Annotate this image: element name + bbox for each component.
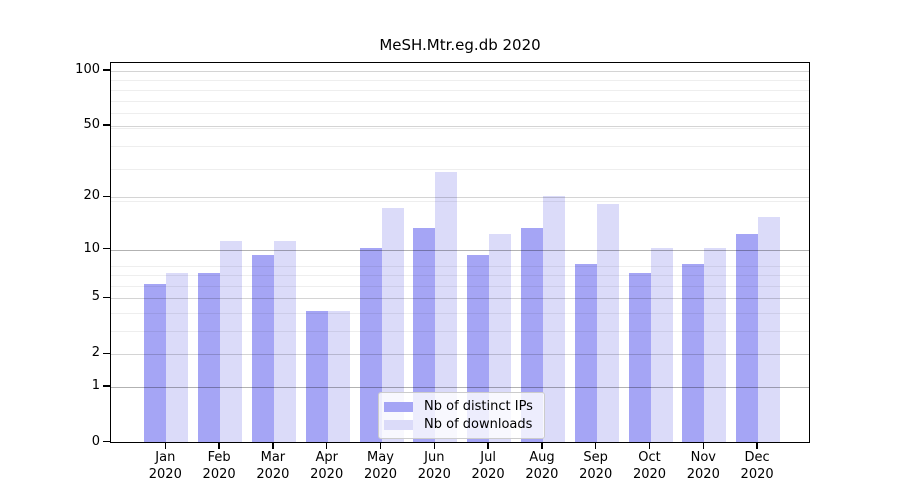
y-tick-2 — [103, 352, 110, 354]
bar-nb-of-downloads-oct-2020 — [650, 247, 673, 442]
bar-nb-of-distinct-ips-sep-2020 — [574, 263, 597, 442]
gridline-69 — [111, 100, 809, 102]
x-tick-apr-2020 — [326, 443, 328, 449]
legend-entry-downloads: Nb of downloads — [384, 417, 533, 432]
bar-nb-of-downloads-jun-2020 — [435, 172, 458, 442]
legend-label-downloads: Nb of downloads — [424, 417, 533, 432]
chart-title: MeSH.Mtr.eg.db 2020 — [379, 36, 541, 54]
x-tick-nov-2020 — [702, 443, 704, 449]
gridline-6 — [111, 285, 809, 287]
bar-nb-of-distinct-ips-nov-2020 — [682, 263, 705, 442]
x-tick-label-oct-2020: Oct 2020 — [632, 450, 667, 482]
x-tick-label-jul-2020: Jul 2020 — [471, 450, 505, 482]
bar-nb-of-distinct-ips-may-2020 — [359, 247, 382, 442]
bar-nb-of-downloads-mar-2020 — [273, 240, 296, 442]
y-tick-5 — [103, 296, 110, 299]
bar-nb-of-distinct-ips-jun-2020 — [413, 228, 436, 442]
bar-nb-of-distinct-ips-dec-2020 — [736, 234, 759, 442]
gridline-8 — [111, 265, 809, 267]
x-tick-label-jun-2020: Jun 2020 — [417, 450, 451, 482]
bar-nb-of-downloads-feb-2020 — [220, 240, 243, 442]
gridline-5 — [111, 298, 809, 300]
gridline-49 — [111, 127, 809, 129]
y-tick-label-0: 0 — [91, 433, 100, 449]
y-tick-50 — [103, 124, 110, 126]
y-tick-20 — [103, 195, 110, 198]
bar-nb-of-downloads-jan-2020 — [166, 273, 189, 442]
gridline-3 — [111, 331, 809, 333]
y-tick-label-50: 50 — [83, 117, 100, 133]
gridline-19 — [111, 201, 809, 203]
x-tick-dec-2020 — [756, 443, 758, 449]
y-tick-label-1: 1 — [91, 377, 100, 393]
x-tick-may-2020 — [379, 443, 382, 449]
gridline-50 — [111, 126, 809, 128]
gridline-1 — [111, 386, 809, 388]
y-tick-label-100: 100 — [75, 61, 100, 77]
gridline-89 — [111, 80, 809, 82]
gridline-2 — [111, 354, 809, 356]
gridline-4 — [111, 313, 809, 315]
gridline-100 — [111, 70, 809, 72]
bar-nb-of-distinct-ips-apr-2020 — [305, 311, 328, 442]
gridline-39 — [111, 145, 809, 147]
gridline-10 — [111, 249, 809, 251]
y-tick-label-5: 5 — [91, 289, 100, 305]
x-tick-jul-2020 — [487, 443, 489, 449]
y-tick-label-20: 20 — [83, 188, 100, 204]
y-tick-label-2: 2 — [91, 345, 100, 361]
y-tick-label-10: 10 — [83, 240, 100, 256]
bar-nb-of-distinct-ips-oct-2020 — [628, 273, 651, 442]
bar-nb-of-distinct-ips-jan-2020 — [144, 283, 167, 442]
plot-area — [110, 62, 810, 443]
x-tick-label-aug-2020: Aug 2020 — [525, 450, 559, 482]
bar-nb-of-downloads-aug-2020 — [542, 195, 565, 442]
x-tick-label-sep-2020: Sep 2020 — [579, 450, 613, 482]
gridline-79 — [111, 89, 809, 91]
x-tick-sep-2020 — [595, 443, 597, 449]
x-tick-label-feb-2020: Feb 2020 — [202, 450, 236, 482]
x-tick-label-jan-2020: Jan 2020 — [148, 450, 182, 482]
y-tick-1 — [103, 385, 110, 387]
x-tick-jun-2020 — [433, 443, 435, 449]
x-tick-label-dec-2020: Dec 2020 — [740, 450, 774, 482]
legend: Nb of distinct IPs Nb of downloads — [378, 392, 545, 439]
y-tick-100 — [103, 69, 110, 71]
x-tick-label-mar-2020: Mar 2020 — [256, 450, 290, 482]
bar-nb-of-distinct-ips-feb-2020 — [198, 273, 221, 442]
legend-label-distinct-ips: Nb of distinct IPs — [424, 399, 533, 414]
x-tick-aug-2020 — [541, 443, 543, 449]
x-tick-jan-2020 — [164, 443, 166, 449]
gridline-29 — [111, 168, 809, 170]
y-tick-10 — [103, 247, 110, 250]
bar-nb-of-downloads-nov-2020 — [704, 247, 727, 442]
x-tick-feb-2020 — [218, 443, 220, 449]
bar-nb-of-distinct-ips-aug-2020 — [520, 228, 543, 442]
gridline-59 — [111, 112, 809, 114]
legend-swatch-downloads — [384, 419, 413, 430]
x-tick-label-nov-2020: Nov 2020 — [686, 450, 720, 482]
x-tick-label-may-2020: May 2020 — [363, 450, 398, 482]
bar-nb-of-downloads-dec-2020 — [758, 217, 781, 442]
bar-nb-of-distinct-ips-mar-2020 — [251, 255, 274, 442]
legend-swatch-distinct-ips — [384, 401, 413, 412]
y-tick-0 — [103, 441, 110, 443]
x-tick-label-apr-2020: Apr 2020 — [310, 450, 344, 482]
legend-entry-distinct-ips: Nb of distinct IPs — [384, 399, 533, 414]
x-tick-oct-2020 — [648, 443, 651, 449]
bar-nb-of-downloads-jul-2020 — [489, 234, 512, 442]
x-tick-mar-2020 — [272, 443, 274, 449]
bar-nb-of-downloads-may-2020 — [381, 207, 404, 442]
bar-nb-of-downloads-sep-2020 — [596, 203, 619, 442]
gridline-20 — [111, 197, 809, 199]
bar-nb-of-downloads-apr-2020 — [327, 311, 350, 442]
gridline-7 — [111, 275, 809, 277]
